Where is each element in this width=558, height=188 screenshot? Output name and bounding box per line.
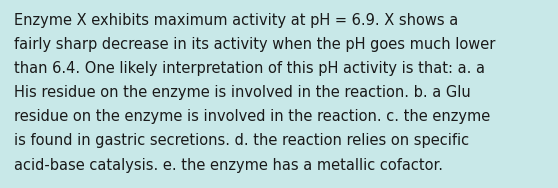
Text: His residue on the enzyme is involved in the reaction. b. a Glu: His residue on the enzyme is involved in… bbox=[14, 85, 471, 100]
Text: acid-base catalysis. e. the enzyme has a metallic cofactor.: acid-base catalysis. e. the enzyme has a… bbox=[14, 158, 443, 173]
Text: Enzyme X exhibits maximum activity at pH = 6.9. X shows a: Enzyme X exhibits maximum activity at pH… bbox=[14, 13, 458, 28]
Text: residue on the enzyme is involved in the reaction. c. the enzyme: residue on the enzyme is involved in the… bbox=[14, 109, 490, 124]
Text: is found in gastric secretions. d. the reaction relies on specific: is found in gastric secretions. d. the r… bbox=[14, 133, 469, 149]
Text: than 6.4. One likely interpretation of this pH activity is that: a. a: than 6.4. One likely interpretation of t… bbox=[14, 61, 485, 76]
Text: fairly sharp decrease in its activity when the pH goes much lower: fairly sharp decrease in its activity wh… bbox=[14, 37, 496, 52]
